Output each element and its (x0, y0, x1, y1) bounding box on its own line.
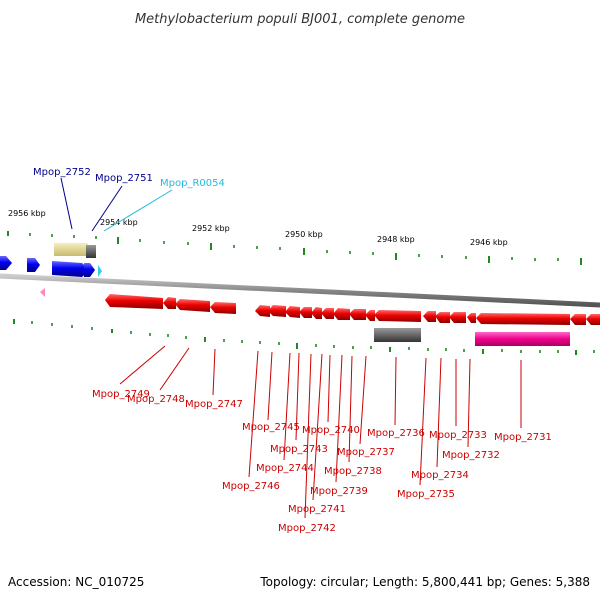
gene-label-bottom: Mpop_2739 (310, 486, 368, 497)
reverse-gene-arrow (586, 314, 600, 325)
scale-label: 2956 kbp (8, 209, 46, 218)
reverse-gene-arrow (255, 305, 270, 317)
gene-label-top: Mpop_2752 (33, 167, 91, 178)
gene-label-bottom: Mpop_2748 (127, 394, 185, 405)
reverse-gene-arrow (435, 312, 450, 323)
forward-gene-arrow (27, 258, 40, 272)
gene-label-bottom: Mpop_2732 (442, 450, 500, 461)
feature-box (475, 332, 570, 346)
gene-label-bottom: Mpop_2747 (185, 399, 243, 410)
gene-label-bottom: Mpop_2733 (429, 430, 487, 441)
reverse-gene-arrow (175, 299, 210, 312)
reverse-gene-arrow (333, 308, 350, 320)
reverse-gene-arrow (321, 308, 334, 319)
reverse-gene-arrow (311, 307, 322, 319)
reverse-gene-arrow (374, 310, 421, 322)
gene-label-top: Mpop_R0054 (160, 178, 225, 189)
accession-text: Accession: NC_010725 (8, 575, 144, 589)
gene-label-bottom: Mpop_2731 (494, 432, 552, 443)
scale-labels: 2956 kbp 2954 kbp 2952 kbp 2950 kbp 2948… (8, 209, 508, 247)
scale-label: 2950 kbp (285, 230, 323, 239)
gene-label-bottom: Mpop_2742 (278, 523, 336, 534)
gene-label-bottom: Mpop_2736 (367, 428, 425, 439)
reverse-gene-arrow (423, 311, 436, 322)
scale-ticks (7, 231, 582, 265)
reverse-gene-arrow (349, 309, 366, 320)
reverse-gene-arrow (467, 313, 476, 323)
gene-label-bottom: Mpop_2743 (270, 444, 328, 455)
forward-gene-arrow (52, 261, 90, 277)
gene-label-bottom: Mpop_2744 (256, 463, 314, 474)
reverse-gene-arrow (476, 313, 570, 325)
bottom-labels: Mpop_2749 Mpop_2748 Mpop_2747 Mpop_2746 … (92, 389, 552, 534)
reverse-gene-arrow (299, 307, 312, 318)
feature-box (374, 328, 421, 342)
gene-label-bottom: Mpop_2741 (288, 504, 346, 515)
reverse-gene-arrow (285, 306, 300, 318)
reverse-gene-arrow (365, 310, 375, 321)
forward-gene-arrow (84, 263, 95, 277)
gene-label-top: Mpop_2751 (95, 173, 153, 184)
reverse-gene-arrow (268, 305, 286, 317)
map-title: Methylobacterium populi BJ001, complete … (135, 12, 465, 27)
genome-backbone (0, 273, 600, 308)
reverse-gene-arrow (210, 302, 236, 314)
genome-summary-text: Topology: circular; Length: 5,800,441 bp… (259, 575, 590, 589)
gene-label-bottom: Mpop_2740 (302, 425, 360, 436)
gene-label-bottom: Mpop_2737 (337, 447, 395, 458)
top-leader-lines (60, 177, 173, 232)
gene-label-bottom: Mpop_2746 (222, 481, 280, 492)
gene-label-bottom: Mpop_2735 (397, 489, 455, 500)
rna-feature (98, 265, 102, 277)
reverse-gene-arrow (449, 312, 466, 323)
gene-label-bottom: Mpop_2749 (92, 389, 150, 400)
gene-label-bottom: Mpop_2745 (242, 422, 300, 433)
gene-label-bottom: Mpop_2738 (324, 466, 382, 477)
bottom-leader-lines (119, 345, 522, 519)
scale-label: 2948 kbp (377, 235, 415, 244)
reverse-features (40, 288, 600, 346)
forward-features (0, 243, 102, 277)
reverse-small-feature (40, 288, 45, 297)
scale-label: 2946 kbp (470, 238, 508, 247)
feature-box (54, 243, 88, 256)
reverse-gene-arrow (163, 297, 176, 309)
scale-label: 2952 kbp (192, 224, 230, 233)
reverse-gene-arrow (105, 294, 163, 309)
feature-box (86, 245, 96, 258)
gene-label-bottom: Mpop_2734 (411, 470, 469, 481)
reverse-gene-arrow (570, 314, 586, 325)
inner-ticks (13, 319, 595, 355)
forward-gene-arrow (0, 256, 12, 270)
